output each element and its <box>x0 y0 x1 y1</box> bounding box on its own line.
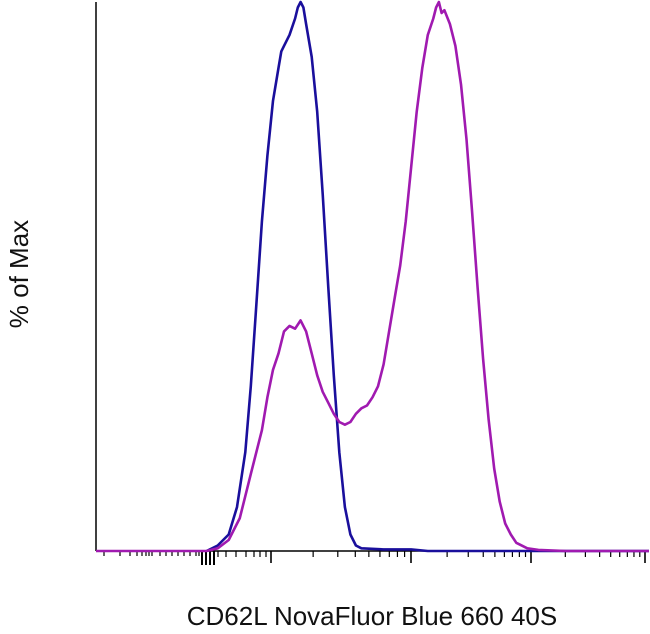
series-layer <box>96 0 649 553</box>
x-axis-label: CD62L NovaFluor Blue 660 40S <box>187 601 557 631</box>
series-line-1 <box>206 0 649 553</box>
plot-area <box>95 0 649 565</box>
y-axis-label: % of Max <box>4 220 34 328</box>
series-line-2 <box>96 0 649 553</box>
